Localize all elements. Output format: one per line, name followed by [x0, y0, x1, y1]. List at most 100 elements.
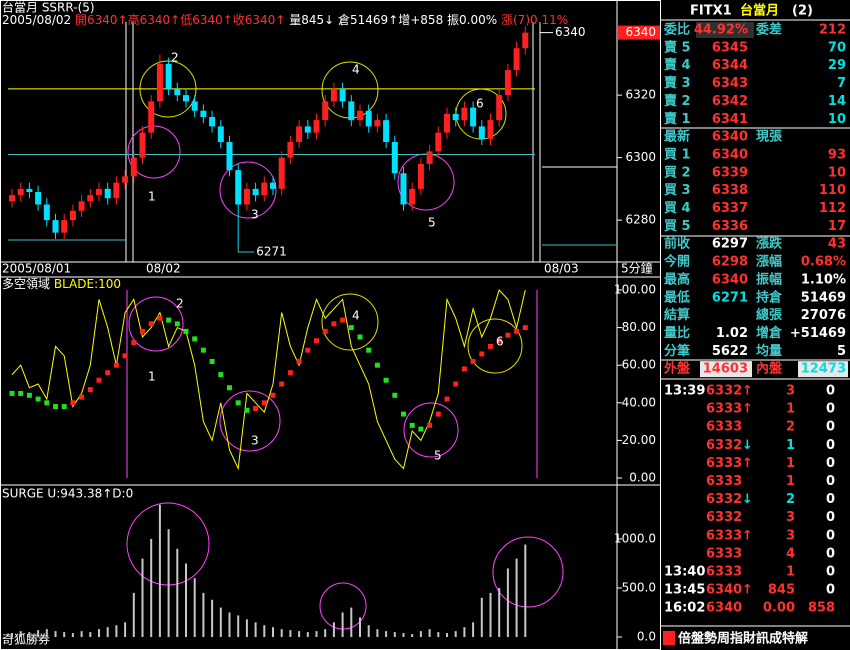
circle [128, 296, 184, 352]
trade-flag: 0 [826, 492, 835, 507]
dot [348, 325, 354, 331]
trade-volume: 3 [786, 510, 795, 525]
candle-body [209, 117, 216, 127]
dot [174, 321, 180, 327]
dot [427, 422, 433, 428]
candle-body [383, 120, 390, 142]
dot [514, 328, 520, 334]
candle-body [148, 101, 155, 133]
quote-value: 14603 [703, 362, 748, 377]
quote-value: 17 [828, 219, 846, 234]
candle-body [426, 151, 433, 164]
volume-bar [211, 599, 214, 637]
y-tick-label: 60.00 [622, 358, 656, 372]
volume-bar [280, 629, 283, 637]
volume-bar [45, 629, 48, 637]
dot [113, 362, 119, 368]
candle-body [61, 220, 68, 233]
quote-label: 外盤 [663, 361, 691, 377]
quote-value: 44.92% [694, 23, 748, 38]
quote-value: 27076 [801, 308, 846, 323]
candle-body [513, 48, 520, 71]
dot [296, 358, 302, 364]
dot [157, 315, 163, 321]
dot [44, 400, 50, 406]
quote-value: 5622 [712, 344, 748, 359]
circle [492, 536, 564, 608]
y-tick-label: 0.00 [629, 471, 656, 485]
annotation: 1 [148, 370, 156, 384]
volume-bar [332, 622, 335, 637]
dot [183, 328, 189, 334]
low-marker [237, 248, 255, 253]
volume-bar [63, 632, 66, 637]
candle-body [261, 182, 268, 196]
dot [87, 387, 93, 393]
chart-title: 多空領域 BLADE:100 [2, 276, 121, 291]
dot [374, 362, 380, 368]
y-tick-label: 1000.0 [614, 532, 656, 546]
candle-body [304, 126, 311, 133]
volume-bar [89, 632, 92, 637]
dot [53, 404, 58, 410]
y-tick-label: 6320 [625, 88, 656, 102]
dot [366, 347, 372, 353]
candle-body [374, 120, 381, 127]
quote-value: 70 [828, 40, 846, 55]
quote-label: 賣 5 [664, 39, 691, 55]
trade-arrow: ↑ [742, 583, 753, 598]
candle-body [252, 188, 259, 196]
dot [192, 336, 198, 342]
candle-body [461, 107, 468, 121]
candle-body [87, 195, 94, 202]
quote-label: 最低 [664, 289, 690, 305]
dot [261, 400, 267, 406]
chart-title: 台當月 SSRR-(5) [2, 0, 95, 15]
y-tick-label: 40.00 [622, 395, 656, 409]
quote-value: 5 [837, 344, 846, 359]
volume-bar [385, 631, 388, 637]
info: 2005/08/02 [2, 13, 71, 27]
dot [461, 366, 467, 372]
volume-bar [454, 631, 457, 637]
quote-label: 結算 [664, 307, 690, 323]
trade-volume: 2 [786, 420, 795, 435]
trade-volume: 2 [786, 492, 795, 507]
dot [435, 411, 441, 417]
volume-bar [489, 592, 492, 637]
info: 倉51469↑增+858 [338, 12, 443, 27]
info: 開6340↑高6340↑低6340↑收6340↑ [75, 12, 285, 27]
dot [331, 321, 337, 327]
trade-volume: 1 [786, 474, 795, 489]
candle-body [217, 126, 224, 142]
dot [453, 381, 459, 387]
volume-bar [185, 563, 187, 637]
candle-body [296, 126, 303, 142]
quote-label: 內盤 [756, 361, 783, 377]
candle-body [174, 88, 181, 96]
candle-body [235, 170, 242, 205]
title: 多空領域 [2, 276, 50, 291]
annotation: 2 [176, 297, 184, 311]
dot [357, 334, 363, 340]
quote-value: 29 [828, 58, 846, 73]
dot [340, 317, 346, 323]
volume-bar [28, 632, 31, 637]
quote-label: 漲幅 [756, 254, 782, 270]
y-tick-label: 6300 [625, 150, 656, 164]
x-label: 08/02 [146, 262, 181, 276]
trade-flag: 0 [826, 456, 835, 471]
candle-body [200, 110, 207, 117]
info: 量845↓ [289, 13, 334, 27]
trade-price: 6340 [706, 601, 742, 616]
trade-volume: 3 [786, 528, 795, 543]
trade-flag: 0 [826, 402, 835, 417]
volume-bar [37, 630, 40, 637]
volume-bar [306, 632, 309, 637]
trade-time: 16:02 [664, 601, 705, 616]
last-price-tag [618, 25, 660, 40]
volume-bar [341, 612, 344, 637]
dot [140, 328, 145, 334]
volume-bar [298, 631, 301, 637]
day-separators [8, 22, 617, 478]
